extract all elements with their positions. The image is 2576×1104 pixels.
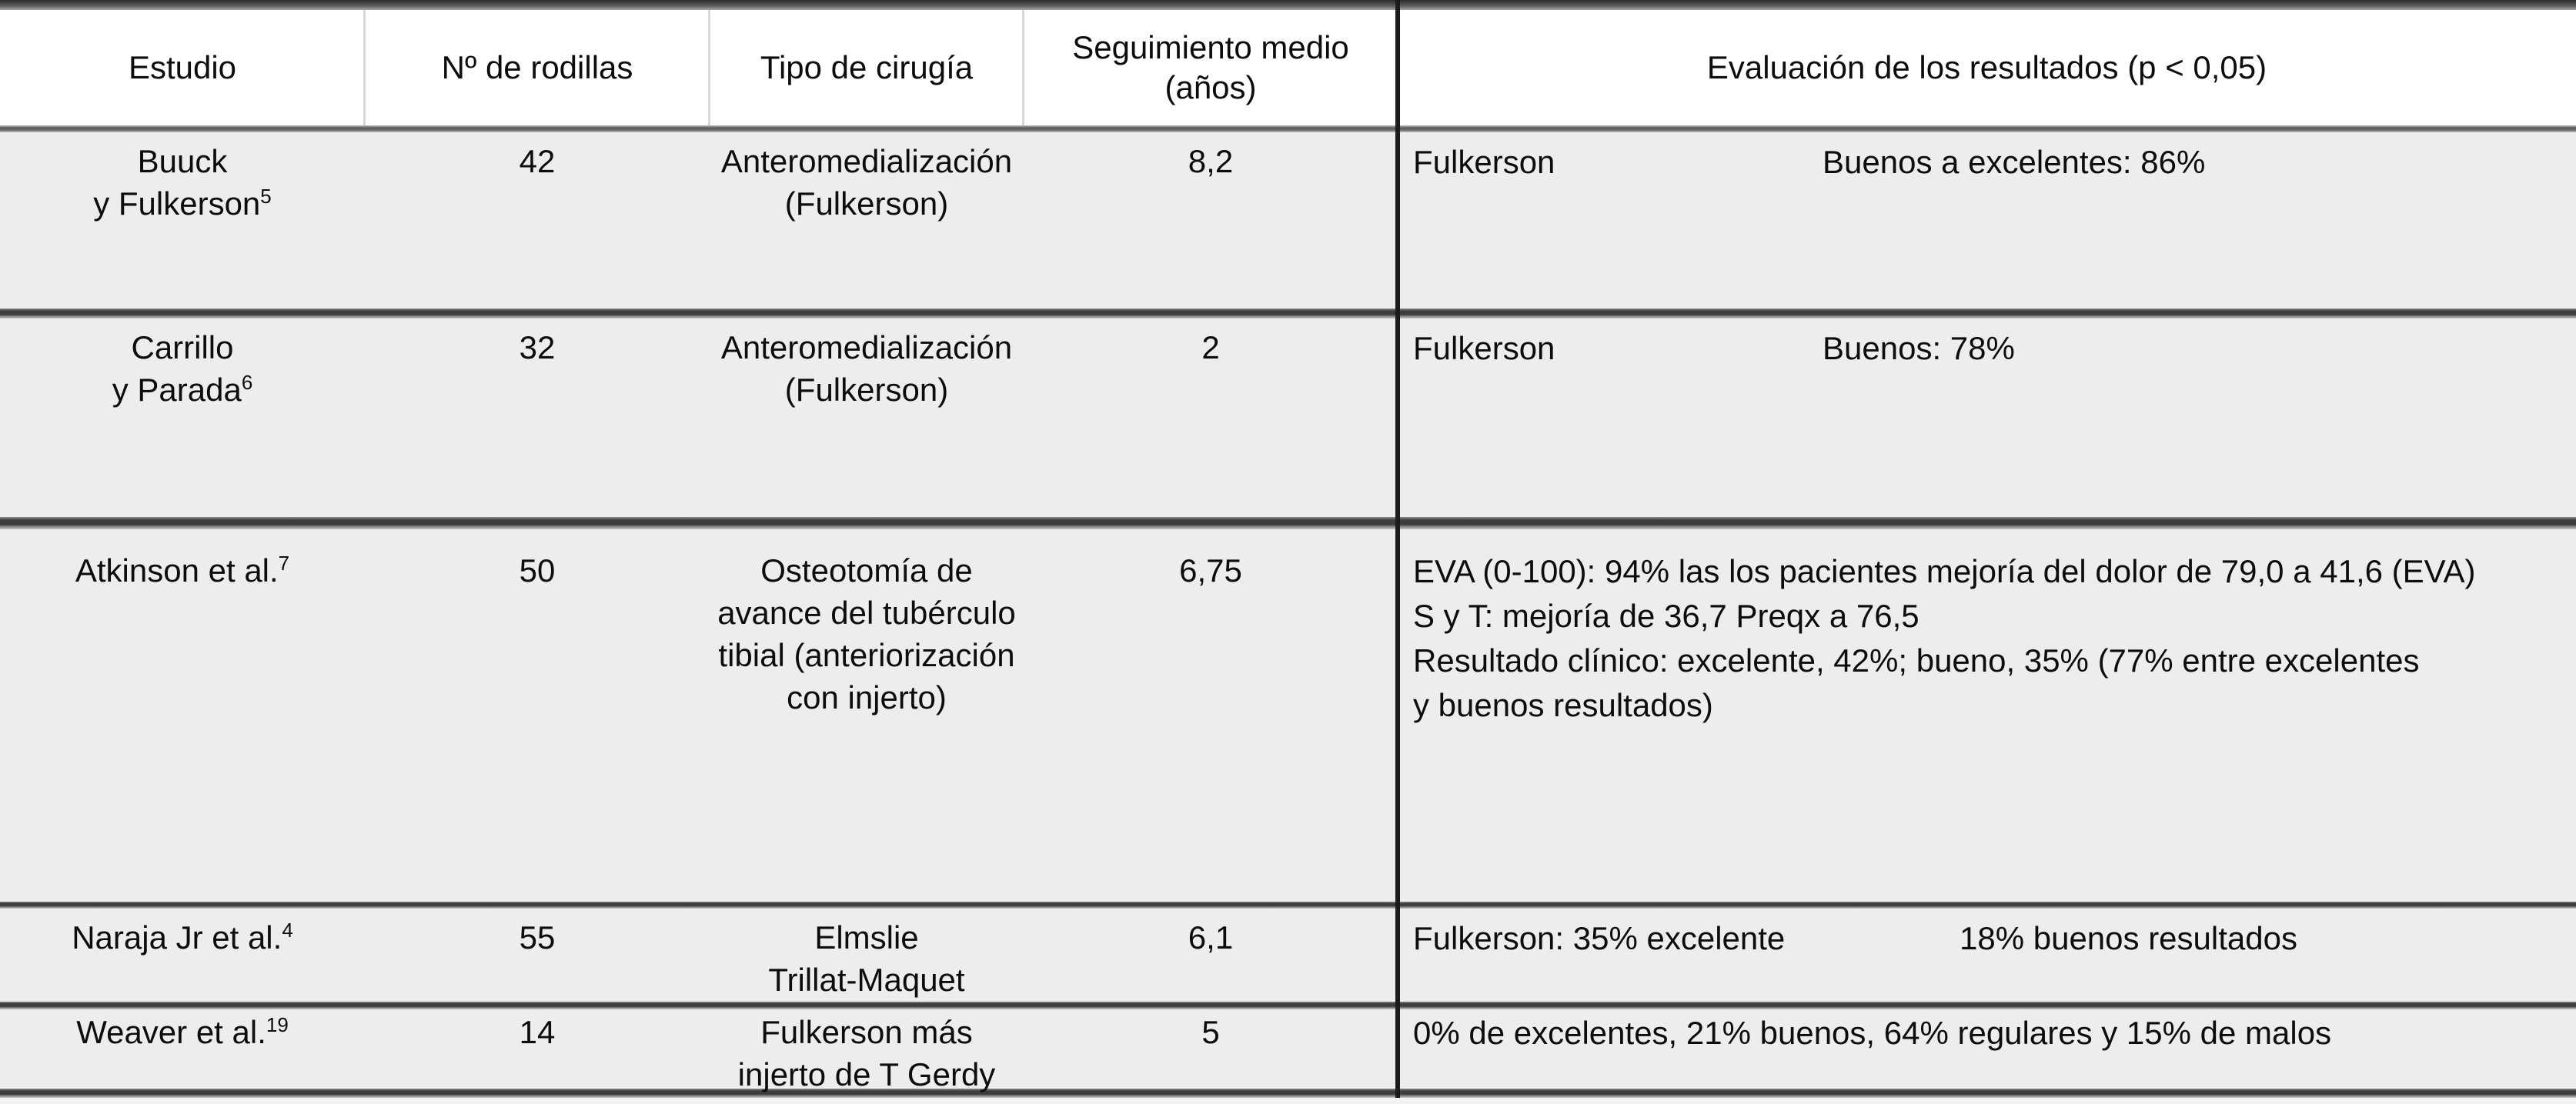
study-reference: 19 <box>266 1013 289 1036</box>
knees-cell: 50 <box>519 552 556 589</box>
row-separator <box>0 309 2576 319</box>
followup-cell: 6,1 <box>1188 919 1234 956</box>
study-name: Naraja Jr et al. <box>72 919 282 956</box>
evaluation-cell: 0% de excelentes, 21% buenos, 64% regula… <box>1398 1009 2576 1096</box>
header-column-divider <box>708 10 710 125</box>
evaluation-result: Buenos a excelentes: 86% <box>1823 144 2206 180</box>
surgery-cell: Elmslie Trillat-Maquet <box>768 919 965 998</box>
study-cell: Weaver et al.19 <box>0 1009 365 1096</box>
evaluation-text: 0% de excelentes, 21% buenos, 64% regula… <box>1413 1015 2332 1051</box>
table-header-row: Estudio Nº de rodillas Tipo de cirugía S… <box>0 10 2576 125</box>
surgery-cell: Anteromedialización (Fulkerson) <box>720 329 1013 408</box>
table-bottom-border <box>0 1089 2576 1098</box>
surgery-cell: Anteromedialización (Fulkerson) <box>720 143 1013 222</box>
table-row: Atkinson et al.7 50 Osteotomía de avance… <box>0 529 2576 902</box>
evaluation-cell: Fulkerson Buenos: 78% <box>1398 319 2576 517</box>
study-cell: Naraja Jr et al.4 <box>0 909 365 1002</box>
evaluation-column-divider <box>1395 0 1400 1098</box>
evaluation-line: Fulkerson Buenos: 78% <box>1413 326 2576 371</box>
table-row: Buuck y Fulkerson5 42 Anteromedializació… <box>0 132 2576 309</box>
study-reference: 4 <box>282 919 293 942</box>
knees-cell: 42 <box>519 143 556 179</box>
knees-cell: 55 <box>519 919 556 956</box>
followup-cell: 2 <box>1201 329 1220 365</box>
header-followup: Seguimiento medio (años) <box>1072 29 1349 105</box>
study-name: Atkinson et al. <box>75 552 279 589</box>
header-evaluation: Evaluación de los resultados (p < 0,05) <box>1706 49 2267 85</box>
header-surgery: Tipo de cirugía <box>760 49 974 85</box>
followup-cell: 6,75 <box>1179 552 1242 589</box>
evaluation-line: Fulkerson: 35% excelente 18% buenos resul… <box>1413 916 2576 961</box>
evaluation-scale-label: Fulkerson <box>1413 144 1555 180</box>
surgery-cell: Osteotomía de avance del tubérculo tibia… <box>717 552 1016 715</box>
evaluation-cell: Fulkerson Buenos a excelentes: 86% <box>1398 132 2576 309</box>
study-reference: 7 <box>278 552 290 575</box>
row-separator <box>0 902 2576 909</box>
table-row: Weaver et al.19 14 Fulkerson más injerto… <box>0 1009 2576 1092</box>
header-knees: Nº de rodillas <box>441 49 633 85</box>
row-separator <box>0 517 2576 529</box>
evaluation-result: 18% buenos resultados <box>1960 920 2297 956</box>
header-column-divider <box>1022 10 1024 125</box>
table-row: Carrillo y Parada6 32 Anteromedializació… <box>0 319 2576 517</box>
evaluation-cell: Fulkerson: 35% excelente 18% buenos resul… <box>1398 909 2576 1002</box>
study-name: Weaver et al. <box>76 1014 266 1050</box>
header-column-divider <box>363 10 366 125</box>
surgery-cell: Fulkerson más injerto de T Gerdy <box>737 1014 996 1092</box>
evaluation-result: Buenos: 78% <box>1823 330 2015 366</box>
study-name: Buuck y Fulkerson <box>93 143 261 222</box>
evaluation-cell: EVA (0-100): 94% las los pacientes mejor… <box>1398 529 2576 902</box>
row-separator <box>0 1002 2576 1009</box>
study-cell: Buuck y Fulkerson5 <box>0 132 365 309</box>
study-reference: 6 <box>241 371 253 394</box>
knees-cell: 14 <box>519 1014 556 1050</box>
table-top-border <box>0 0 2576 10</box>
study-cell: Carrillo y Parada6 <box>0 319 365 517</box>
evaluation-scale-label: Fulkerson: 35% excelente <box>1413 920 1786 956</box>
study-name: Carrillo y Parada <box>112 329 242 408</box>
row-separator <box>0 125 2576 132</box>
followup-cell: 5 <box>1201 1014 1220 1050</box>
evaluation-line: Fulkerson Buenos a excelentes: 86% <box>1413 140 2576 185</box>
knees-cell: 32 <box>519 329 556 365</box>
study-cell: Atkinson et al.7 <box>0 529 365 902</box>
header-study: Estudio <box>128 49 237 85</box>
followup-cell: 8,2 <box>1188 143 1234 179</box>
study-reference: 5 <box>260 185 272 208</box>
evaluation-scale-label: Fulkerson <box>1413 330 1555 366</box>
evaluation-text: EVA (0-100): 94% las los pacientes mejor… <box>1413 553 2476 723</box>
page-margin <box>0 1098 2576 1104</box>
table-row: Naraja Jr et al.4 55 Elmslie Trillat-Maq… <box>0 909 2576 1002</box>
